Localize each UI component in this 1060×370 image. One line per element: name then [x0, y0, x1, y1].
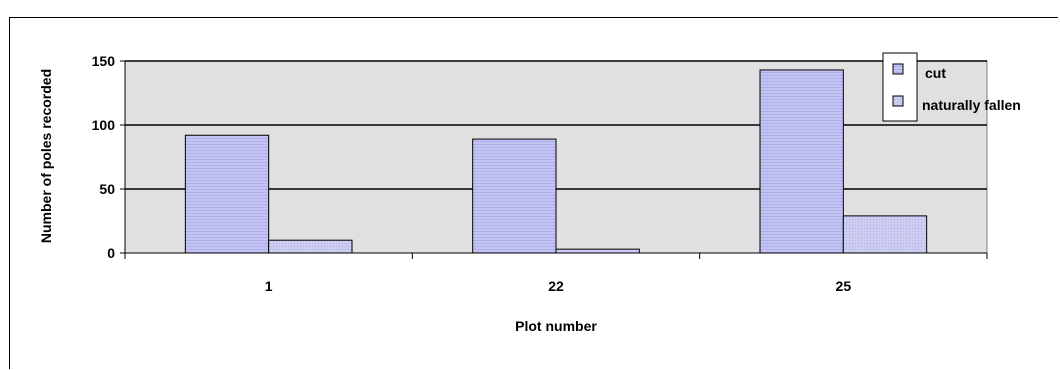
- x-axis-title: Plot number: [515, 318, 597, 334]
- x-tick-label: 22: [548, 278, 564, 294]
- legend-swatch-cut: [892, 63, 904, 75]
- bar-cut: [184, 134, 270, 254]
- bar-cut: [472, 138, 557, 254]
- legend: cut naturally fallen: [882, 52, 1021, 122]
- legend-swatch-naturally-fallen: [892, 95, 904, 107]
- bars: [184, 69, 928, 254]
- bar-naturally-fallen: [555, 248, 640, 254]
- axes: [120, 60, 988, 259]
- bar-naturally-fallen: [842, 215, 928, 254]
- bar-naturally-fallen: [268, 239, 353, 254]
- legend-box: [882, 52, 918, 122]
- bar-cut: [759, 69, 844, 254]
- y-tick-label: 0: [107, 245, 115, 261]
- x-tick-label: 25: [836, 278, 852, 294]
- y-tick-labels: 0 50 100 150: [92, 53, 116, 261]
- legend-label-naturally-fallen: naturally fallen: [922, 97, 1021, 113]
- y-tick-label: 50: [99, 181, 115, 197]
- legend-label-cut: cut: [925, 65, 946, 81]
- y-axis-title: Number of poles recorded: [38, 69, 54, 243]
- y-tick-label: 100: [92, 117, 116, 133]
- y-tick-label: 150: [92, 53, 116, 69]
- x-tick-label: 1: [265, 278, 273, 294]
- x-tick-labels: 1 22 25: [265, 278, 852, 294]
